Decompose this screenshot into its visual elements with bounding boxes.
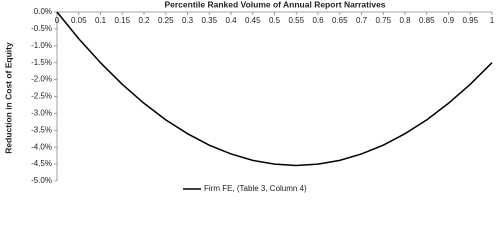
x-tick-label: 0.6 xyxy=(312,16,324,25)
x-tick-label: 0.75 xyxy=(375,16,391,25)
x-tick-label: 0.15 xyxy=(114,16,130,25)
x-tick-label: 0.85 xyxy=(419,16,435,25)
y-tick-label: -4.5% xyxy=(31,159,52,168)
y-tick-label: -1.0% xyxy=(31,41,52,50)
x-tick-label: 0.5 xyxy=(269,16,281,25)
y-tick-label: -3.5% xyxy=(31,125,52,134)
y-tick-label: -0.5% xyxy=(31,24,52,33)
x-tick-label: 0.3 xyxy=(182,16,194,25)
x-tick-label: 0.1 xyxy=(95,16,107,25)
y-tick-label: -1.5% xyxy=(31,58,52,67)
chart-title: Percentile Ranked Volume of Annual Repor… xyxy=(164,0,385,9)
x-tick-label: 0.25 xyxy=(158,16,174,25)
y-tick-label: -2.5% xyxy=(31,92,52,101)
x-tick-label: 0.95 xyxy=(462,16,478,25)
y-tick-label: -5.0% xyxy=(31,176,52,185)
x-tick-label: 0.65 xyxy=(332,16,348,25)
y-tick-label: -3.0% xyxy=(31,109,52,118)
chart: Percentile Ranked Volume of Annual Repor… xyxy=(3,0,495,193)
x-tick-label: 0.8 xyxy=(399,16,411,25)
x-tick-label: 0.2 xyxy=(138,16,150,25)
legend-label: Firm FE, (Table 3, Column 4) xyxy=(204,184,307,193)
x-tick-label: 0.7 xyxy=(356,16,368,25)
x-tick-label: 0 xyxy=(55,16,60,25)
y-tick-label: 0.0% xyxy=(34,7,52,16)
y-tick-label: -4.0% xyxy=(31,142,52,151)
x-tick-label: 0.35 xyxy=(201,16,217,25)
x-tick-label: 0.9 xyxy=(443,16,455,25)
x-tick-label: 1 xyxy=(490,16,495,25)
x-tick-label: 0.45 xyxy=(245,16,261,25)
data-line xyxy=(56,11,493,167)
y-tick-label: -2.0% xyxy=(31,75,52,84)
y-axis-label: Reduction in Cost of Equity xyxy=(3,42,13,154)
x-tick-label: 0.4 xyxy=(225,16,237,25)
x-tick-label: 0.55 xyxy=(288,16,304,25)
x-tick-label: 0.05 xyxy=(71,16,87,25)
